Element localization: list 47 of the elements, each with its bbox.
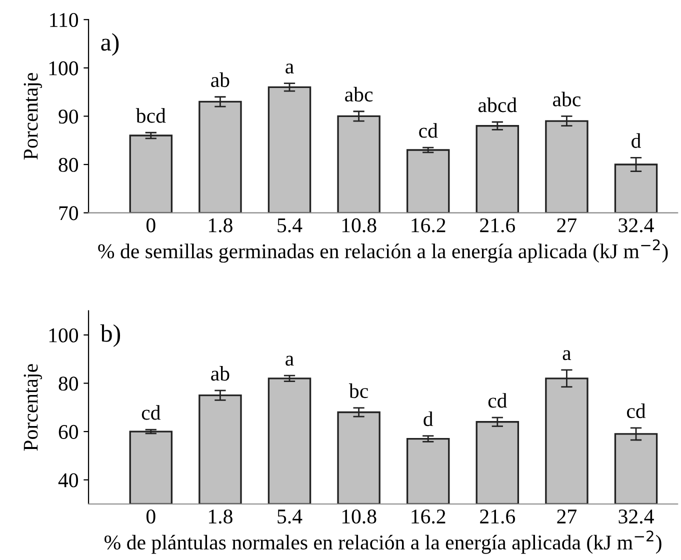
annotation: abc <box>552 92 581 106</box>
x-tick-label: 1.8 <box>209 218 232 232</box>
y-tick-label: 80 <box>58 376 78 391</box>
x-tick-label: 0 <box>146 509 156 524</box>
y-tick-label: 90 <box>58 110 78 124</box>
x-tick-label: 5.4 <box>278 218 302 232</box>
x-tick-label: 27 <box>557 510 577 524</box>
annotation: bcd <box>136 108 166 123</box>
annotation: a <box>286 356 294 366</box>
x-tick-label: 10.8 <box>342 218 376 232</box>
y-axis-title: Porcentaje <box>24 364 42 451</box>
y-tick-label: 100 <box>49 328 78 342</box>
x-tick-label: 21.6 <box>480 510 516 524</box>
annotation: d <box>424 411 434 426</box>
y-tick-label: 80 <box>58 158 78 172</box>
x-tick-label: 32.4 <box>618 218 654 232</box>
annotation: ab <box>211 366 230 381</box>
y-tick-label: 110 <box>50 12 78 28</box>
x-axis-title: % de semillas germinadas en relación a la energía aplicada (kJ m$^{−2}$) <box>98 239 668 263</box>
annotation: a) <box>101 33 119 56</box>
annotation: cd <box>626 403 646 418</box>
x-axis-title: % de plántulas normales en relación a la energía aplicada (kJ m$^{−2}$) <box>104 530 662 554</box>
y-tick-label: 100 <box>49 61 78 76</box>
annotation: cd <box>142 405 160 420</box>
annotation: a <box>562 350 572 360</box>
y-tick-label: 60 <box>58 424 78 439</box>
y-tick-label: 70 <box>59 206 78 220</box>
x-tick-label: 21.6 <box>480 218 516 232</box>
x-tick-label: 1.8 <box>209 509 232 524</box>
x-tick-label: 5.4 <box>278 510 302 524</box>
annotation: d <box>632 133 641 148</box>
annotation: ab <box>211 72 230 88</box>
annotation: abc <box>345 86 373 102</box>
annotation: abcd <box>478 98 517 112</box>
annotation: cd <box>488 393 507 408</box>
x-tick-label: 10.8 <box>342 509 376 524</box>
annotation: a <box>286 64 294 74</box>
x-tick-label: 16.2 <box>412 218 446 232</box>
x-tick-label: 16.2 <box>412 510 446 524</box>
x-tick-label: 27 <box>557 218 577 232</box>
x-tick-label: 32.4 <box>618 510 654 524</box>
y-axis-title: Porcentaje <box>24 72 42 160</box>
y-tick-label: 40 <box>58 473 78 488</box>
annotation: bc <box>348 383 368 398</box>
annotation: cd <box>419 123 438 138</box>
annotation: b) <box>100 324 120 347</box>
x-tick-label: 0 <box>146 218 156 232</box>
